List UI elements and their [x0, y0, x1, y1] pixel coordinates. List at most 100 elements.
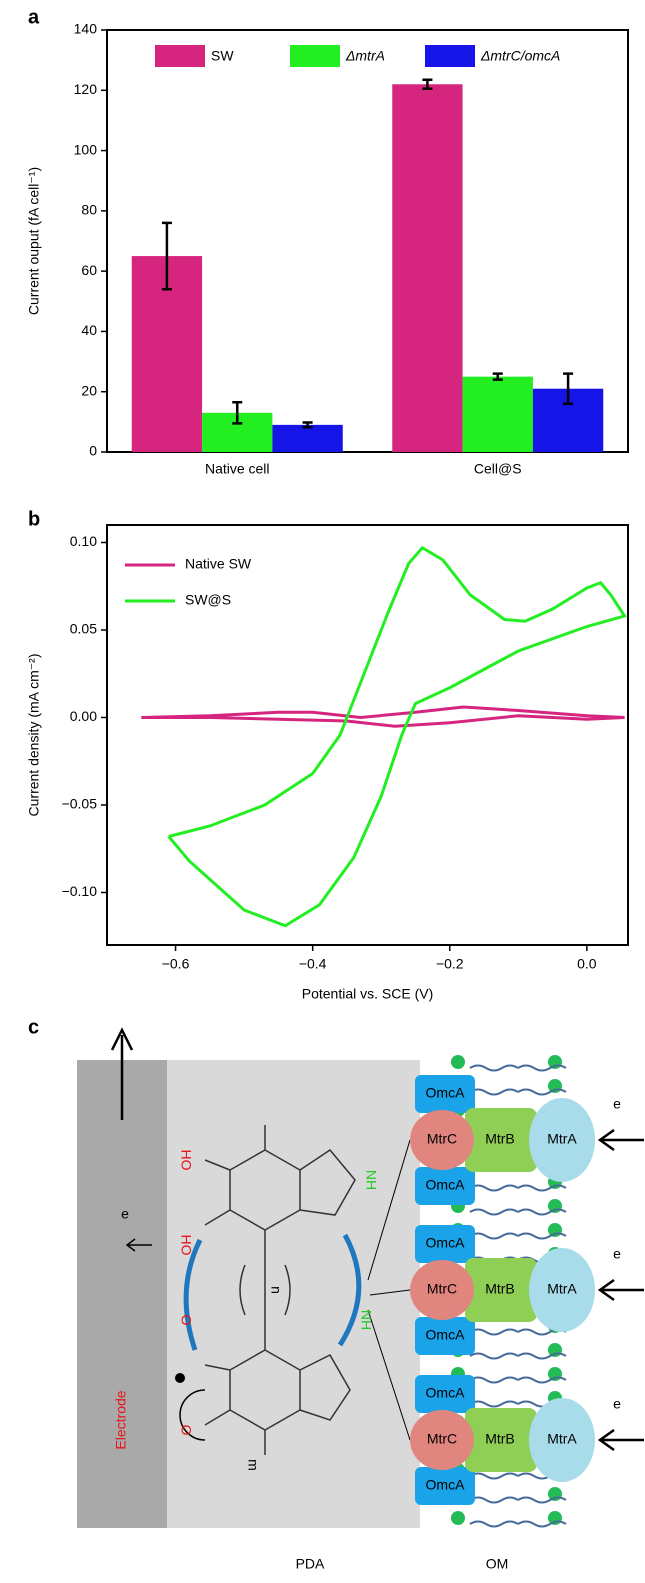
- omca-label: OmcA: [426, 1085, 466, 1101]
- mtra: [529, 1098, 595, 1182]
- mtrc: [410, 1260, 474, 1320]
- lipid-tail: [517, 1064, 567, 1072]
- mtrb-label: MtrB: [485, 1131, 515, 1147]
- lipid-tail: [469, 1472, 519, 1480]
- plot-frame: [106, 29, 629, 453]
- lipid-tail: [517, 1208, 567, 1216]
- atom-label: HO: [178, 1150, 194, 1171]
- mtrb: [465, 1408, 537, 1472]
- atom-label: O: [178, 1425, 194, 1436]
- transfer-arrow: [183, 1238, 203, 1351]
- x-axis-label: Potential vs. SCE (V): [302, 986, 434, 1002]
- lipid-tail: [469, 1520, 519, 1528]
- lipid-tail: [517, 1184, 567, 1192]
- arrow-head: [125, 1238, 136, 1252]
- electron: e: [121, 1206, 129, 1222]
- atom-label: HO: [178, 1235, 194, 1256]
- lipid-tail: [469, 1064, 519, 1072]
- lipid-tail: [517, 1352, 567, 1360]
- x-tick-label: 0.0: [577, 956, 597, 972]
- lipid-tail: [469, 1352, 519, 1360]
- lipid-tail: [469, 1232, 519, 1240]
- mtrb: [465, 1258, 537, 1322]
- arrow-head: [110, 1027, 134, 1051]
- legend-label: SW@S: [185, 592, 231, 608]
- lipid-head: [451, 1055, 465, 1069]
- mtrc-label: MtrC: [427, 1281, 457, 1297]
- x-tick-label: Cell@S: [474, 461, 522, 477]
- legend-swatch: [290, 45, 340, 67]
- bar: [462, 376, 533, 452]
- legend-label: ΔmtrA: [345, 48, 385, 64]
- electron: e: [613, 1396, 621, 1412]
- error-bar: [302, 421, 313, 429]
- mtrc-label: MtrC: [427, 1431, 457, 1447]
- arrow: [597, 1128, 644, 1152]
- lipid-tail: [517, 1496, 567, 1504]
- electrode: [77, 1060, 167, 1528]
- x-tick-label: Native cell: [205, 461, 270, 477]
- y-tick-label: 80: [81, 202, 97, 218]
- omca-label: OmcA: [426, 1177, 466, 1193]
- radical: [175, 1373, 185, 1383]
- legend-label: ΔmtrC/omcA: [480, 48, 560, 64]
- panel-label: a: [28, 6, 40, 28]
- error-bar: [232, 401, 243, 425]
- diagram: PDA OM Electrode e HO HO O O NH NH n m OmcA OmcA MtrC M…: [77, 1027, 644, 1572]
- legend-label: Native SW: [185, 556, 252, 572]
- error-bar: [161, 221, 172, 291]
- mtrb: [465, 1108, 537, 1172]
- mtra-label: MtrA: [547, 1431, 577, 1447]
- mtrc: [410, 1110, 474, 1170]
- omca: [415, 1467, 475, 1505]
- omca: [415, 1225, 475, 1263]
- y-axis-label: Current density (mA cm⁻²): [26, 654, 42, 817]
- mtra-label: MtrA: [547, 1281, 577, 1297]
- panel-label: b: [28, 508, 40, 530]
- atom-label: NH: [363, 1170, 379, 1190]
- lipid-tail: [469, 1088, 519, 1096]
- electron: e: [613, 1096, 621, 1112]
- omca: [415, 1075, 475, 1113]
- lipid-tail: [469, 1376, 519, 1384]
- mtrb-label: MtrB: [485, 1281, 515, 1297]
- bar: [392, 84, 463, 452]
- y-tick-label: 120: [74, 81, 98, 97]
- y-tick-label: 140: [74, 21, 98, 37]
- error-bar: [563, 372, 574, 406]
- y-tick-label: 100: [74, 141, 98, 157]
- y-tick-label: 20: [81, 382, 97, 398]
- atom-label: n: [268, 1286, 284, 1294]
- y-tick-label: −0.10: [62, 883, 98, 899]
- y-tick-label: 0.00: [70, 708, 97, 724]
- plot-frame: [106, 524, 629, 946]
- electron: e: [613, 1246, 621, 1262]
- omca: [415, 1375, 475, 1413]
- atom-label: O: [178, 1315, 194, 1326]
- error-bar: [422, 78, 433, 91]
- y-axis-label: Current ouput (fA cell⁻¹): [26, 167, 42, 315]
- y-tick-label: 0: [89, 443, 97, 459]
- omca: [415, 1317, 475, 1355]
- arrow: [597, 1428, 644, 1452]
- lipid-tail: [469, 1496, 519, 1504]
- mtra-label: MtrA: [547, 1131, 577, 1147]
- error-bar: [492, 372, 503, 381]
- line: [141, 705, 625, 728]
- y-tick-label: −0.05: [62, 796, 98, 812]
- pda-label: PDA: [296, 1556, 325, 1572]
- mtra: [529, 1248, 595, 1332]
- panel-label: c: [28, 1016, 39, 1038]
- om-label: OM: [486, 1556, 509, 1572]
- x-tick-label: −0.2: [436, 956, 464, 972]
- mtrc-label: MtrC: [427, 1131, 457, 1147]
- omca-label: OmcA: [426, 1385, 466, 1401]
- line: [167, 545, 627, 928]
- electrode-label: Electrode: [113, 1390, 129, 1449]
- omca-label: OmcA: [426, 1477, 466, 1493]
- lipid-tail: [469, 1184, 519, 1192]
- y-tick-label: 0.05: [70, 621, 97, 637]
- lipid-tail: [469, 1328, 519, 1336]
- legend-label: SW: [211, 48, 234, 64]
- lipid-tail: [517, 1232, 567, 1240]
